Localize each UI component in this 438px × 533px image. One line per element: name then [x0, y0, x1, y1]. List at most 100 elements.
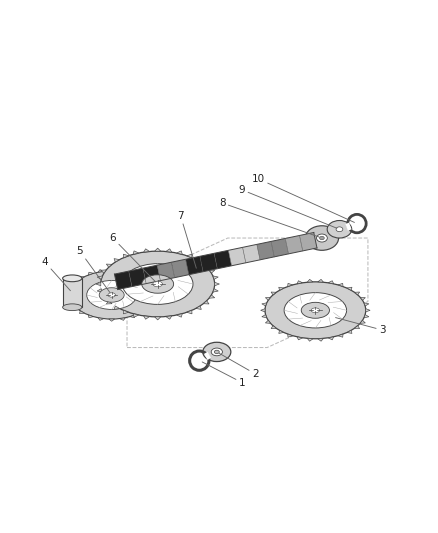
Polygon shape	[139, 277, 144, 279]
Polygon shape	[279, 330, 284, 334]
Polygon shape	[157, 262, 175, 281]
Text: 8: 8	[219, 198, 319, 237]
Polygon shape	[288, 284, 293, 287]
Text: 2: 2	[219, 353, 258, 379]
Polygon shape	[88, 315, 94, 318]
Polygon shape	[203, 264, 209, 267]
Polygon shape	[72, 281, 77, 285]
Polygon shape	[243, 245, 260, 263]
Polygon shape	[120, 270, 125, 272]
Polygon shape	[187, 254, 192, 258]
Polygon shape	[72, 305, 77, 309]
Polygon shape	[338, 334, 343, 337]
Text: 6: 6	[110, 233, 156, 282]
Polygon shape	[106, 264, 112, 267]
Text: 7: 7	[177, 211, 196, 268]
Polygon shape	[297, 337, 303, 340]
Ellipse shape	[336, 227, 343, 232]
Polygon shape	[271, 238, 289, 257]
Ellipse shape	[87, 280, 137, 310]
Polygon shape	[271, 326, 276, 328]
Polygon shape	[328, 281, 334, 284]
Polygon shape	[146, 281, 151, 285]
Polygon shape	[209, 295, 215, 298]
Ellipse shape	[211, 348, 223, 356]
Polygon shape	[88, 272, 94, 275]
Polygon shape	[354, 292, 360, 295]
Polygon shape	[153, 293, 157, 297]
Ellipse shape	[63, 275, 82, 282]
Ellipse shape	[327, 221, 352, 238]
Polygon shape	[166, 316, 172, 319]
Polygon shape	[307, 338, 313, 341]
Ellipse shape	[153, 281, 162, 287]
Polygon shape	[200, 253, 217, 272]
Polygon shape	[187, 310, 192, 314]
Polygon shape	[262, 314, 267, 318]
Text: 10: 10	[252, 174, 354, 222]
Polygon shape	[347, 287, 352, 290]
Polygon shape	[347, 330, 352, 334]
Text: 3: 3	[336, 318, 385, 335]
Ellipse shape	[108, 293, 116, 297]
Polygon shape	[186, 256, 203, 274]
Ellipse shape	[320, 236, 324, 240]
Polygon shape	[98, 318, 104, 320]
Polygon shape	[66, 293, 70, 297]
Polygon shape	[155, 317, 161, 320]
Polygon shape	[79, 277, 85, 279]
Polygon shape	[130, 272, 135, 275]
Polygon shape	[364, 303, 369, 306]
Ellipse shape	[265, 282, 366, 339]
Polygon shape	[68, 287, 72, 290]
Ellipse shape	[305, 226, 339, 251]
Ellipse shape	[203, 342, 231, 361]
Polygon shape	[279, 287, 284, 290]
Polygon shape	[360, 320, 365, 324]
Polygon shape	[101, 295, 106, 298]
Polygon shape	[63, 278, 82, 307]
Polygon shape	[297, 281, 303, 284]
Polygon shape	[143, 265, 160, 284]
Ellipse shape	[214, 350, 219, 353]
Polygon shape	[215, 282, 219, 286]
Polygon shape	[196, 259, 201, 262]
Polygon shape	[133, 313, 139, 317]
Polygon shape	[338, 284, 343, 287]
Polygon shape	[130, 315, 135, 318]
Polygon shape	[139, 311, 144, 313]
Polygon shape	[285, 236, 303, 254]
Ellipse shape	[311, 308, 320, 313]
Polygon shape	[109, 269, 115, 271]
Ellipse shape	[101, 251, 215, 317]
Polygon shape	[96, 282, 101, 286]
Polygon shape	[124, 310, 129, 314]
Polygon shape	[166, 249, 172, 252]
Polygon shape	[262, 303, 267, 306]
Polygon shape	[97, 289, 102, 292]
Text: 4: 4	[42, 257, 71, 290]
Polygon shape	[114, 259, 120, 262]
Polygon shape	[366, 309, 370, 312]
Polygon shape	[214, 251, 232, 269]
Polygon shape	[318, 279, 324, 282]
Polygon shape	[213, 276, 218, 279]
Polygon shape	[106, 301, 112, 304]
Polygon shape	[261, 309, 265, 312]
Ellipse shape	[122, 264, 193, 304]
Polygon shape	[146, 305, 151, 309]
Polygon shape	[288, 334, 293, 337]
Ellipse shape	[70, 271, 153, 319]
Polygon shape	[213, 289, 218, 292]
Text: 5: 5	[77, 246, 110, 293]
Ellipse shape	[317, 234, 327, 242]
Ellipse shape	[284, 293, 346, 328]
Polygon shape	[151, 300, 155, 303]
Polygon shape	[257, 241, 274, 260]
Text: 1: 1	[202, 362, 245, 387]
Ellipse shape	[142, 275, 173, 293]
Polygon shape	[265, 297, 271, 300]
Polygon shape	[68, 300, 72, 303]
Ellipse shape	[63, 304, 82, 311]
Polygon shape	[354, 326, 360, 328]
